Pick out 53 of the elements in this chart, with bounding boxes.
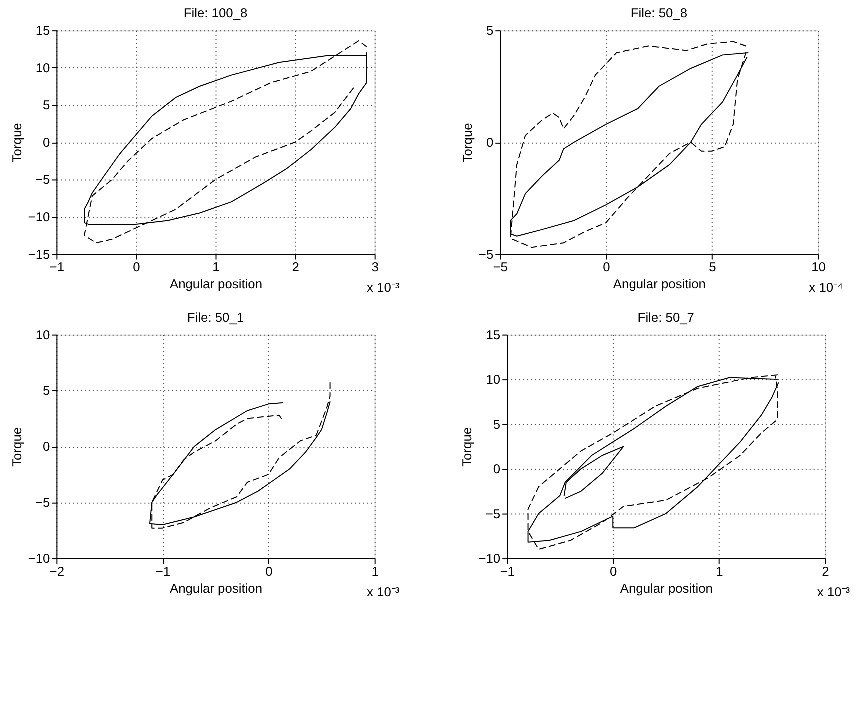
x-tick-label: 0 xyxy=(266,564,273,579)
x-tick-label: 0 xyxy=(133,260,140,275)
y-tick-label: −5 xyxy=(35,495,50,510)
x-tick-label: 2 xyxy=(822,564,830,579)
chart-title: File: 50_7 xyxy=(638,310,694,325)
text: x 10⁻³ xyxy=(366,280,400,296)
y-tick-label: 0 xyxy=(43,134,50,150)
x-tick-label: 5 xyxy=(709,260,716,275)
y-tick-label: 0 xyxy=(486,134,494,150)
y-tick-label: −10 xyxy=(28,209,50,224)
y-tick-label: 5 xyxy=(43,98,50,113)
x-tick-label: 1 xyxy=(372,564,379,579)
y-tick-label: −15 xyxy=(28,246,50,262)
y-tick-label: 0 xyxy=(493,462,501,477)
y-tick-label: 5 xyxy=(486,23,494,38)
x-tick-label: −1 xyxy=(50,260,65,275)
x-tick-label: 0 xyxy=(610,564,618,579)
x-tick-label: 1 xyxy=(212,260,220,275)
y-tick-label: 5 xyxy=(493,416,501,432)
y-tick-label: 15 xyxy=(486,327,501,342)
chart-title: File: 100_8 xyxy=(184,6,248,21)
x-tick-label: 3 xyxy=(372,260,379,275)
y-tick-label: −5 xyxy=(486,506,501,522)
y-tick-label: −5 xyxy=(35,172,50,188)
text: x 10⁻³ xyxy=(817,584,851,600)
y-tick-label: 5 xyxy=(43,383,50,398)
y-tick-label: 10 xyxy=(36,327,50,342)
chart-title: File: 50_1 xyxy=(187,310,244,325)
x-tick-label: −1 xyxy=(156,564,171,579)
y-tick-label: 10 xyxy=(486,372,501,388)
y-tick-label: 10 xyxy=(36,60,50,76)
x-tick-label: −1 xyxy=(500,564,515,579)
y-tick-label: −10 xyxy=(478,551,501,566)
y-tick-label: −10 xyxy=(28,551,50,566)
x-tick-label: −2 xyxy=(50,564,65,579)
x-axis-title: Angular position xyxy=(170,276,263,292)
y-tick-label: −5 xyxy=(478,246,494,262)
text: x 10⁻⁴ xyxy=(809,280,844,296)
x-axis-title: Angular position xyxy=(613,276,706,292)
chart-title: File: 50_8 xyxy=(630,6,688,21)
x-tick-label: 0 xyxy=(603,260,610,275)
x-tick-label: 1 xyxy=(716,564,724,579)
y-axis-title: Torque xyxy=(460,427,475,467)
y-tick-label: 0 xyxy=(43,439,50,454)
y-tick-label: 15 xyxy=(36,23,50,38)
x-axis-title: Angular position xyxy=(620,580,713,596)
x-axis-title: Angular position xyxy=(170,580,263,596)
text: x 10⁻³ xyxy=(366,584,400,600)
y-axis-title: Torque xyxy=(9,123,24,163)
x-tick-label: 10 xyxy=(812,260,826,275)
y-axis-title: Torque xyxy=(460,123,475,163)
y-axis-title: Torque xyxy=(9,427,24,467)
x-tick-label: 2 xyxy=(292,260,300,275)
